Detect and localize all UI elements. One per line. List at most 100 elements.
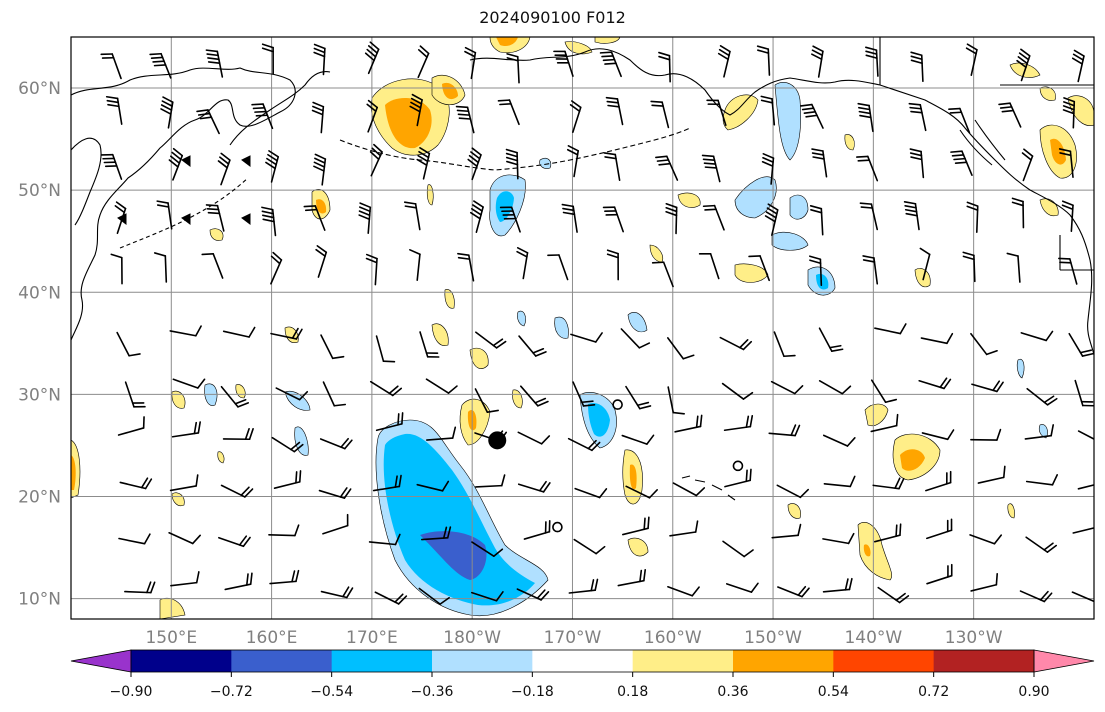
wind-barb (859, 202, 879, 231)
wind-barb (372, 474, 402, 492)
wind-barb (160, 96, 174, 129)
wind-barb (416, 147, 431, 180)
wind-barb (1020, 330, 1054, 342)
wind-barb (773, 331, 796, 358)
storm-marker-open (732, 460, 744, 472)
wind-barb (470, 591, 504, 602)
wind-barb (474, 388, 499, 413)
coast-bc-islands (959, 119, 1006, 166)
wind-barb (170, 571, 200, 587)
colorbar-segment (933, 650, 1035, 672)
wind-barb (818, 327, 844, 352)
wind-barb (706, 99, 727, 127)
wind-barb (375, 335, 396, 363)
wind-barb (971, 380, 1004, 393)
positive-patch-h (864, 403, 889, 427)
wind-barb (168, 147, 184, 181)
wind-barb (261, 43, 274, 75)
wind-barb (606, 249, 619, 281)
positive-patch-r-core (71, 455, 76, 490)
wind-barb (469, 200, 484, 233)
wind-barb (517, 431, 551, 445)
colorbar-label: 0.36 (717, 684, 748, 700)
colorbar-segment (532, 650, 634, 672)
wind-barb (701, 154, 721, 183)
wind-barb-pennant (181, 155, 191, 167)
positive-patch-j (677, 192, 701, 208)
wind-barb (698, 252, 720, 280)
wind-barb (970, 573, 999, 592)
wind-barb (506, 53, 520, 84)
wind-barb (1068, 332, 1094, 357)
wind-barb (303, 205, 326, 231)
wind-barb (822, 434, 856, 447)
wind-barb (617, 568, 647, 587)
colorbar-label: 0.18 (617, 684, 648, 700)
map-title: 2024090100 F012 (479, 8, 626, 27)
wind-barb (505, 148, 519, 180)
positive-patch-f-core (900, 449, 925, 471)
wind-barb (921, 429, 955, 441)
wind-barb (748, 255, 770, 282)
wind-barb (920, 332, 954, 345)
wind-barb (667, 585, 700, 597)
wind-barb (365, 253, 378, 286)
wind-barb (222, 326, 256, 338)
wind-barb (119, 477, 153, 490)
wind-barb (273, 470, 302, 489)
positive-patch-bc-core (1050, 138, 1066, 165)
coast-aleutians (339, 127, 691, 171)
wind-barb (568, 578, 599, 594)
wind-barb (777, 585, 810, 598)
lat-label: 30°N (18, 385, 61, 405)
colorbar-label: −0.18 (511, 684, 554, 700)
negative-patch-n (517, 310, 526, 327)
wind-barb (169, 474, 199, 492)
wind-barb (149, 52, 172, 79)
positive-patch-alaska (722, 94, 759, 131)
positive-patch-g (857, 522, 893, 581)
wind-barb (605, 96, 624, 126)
positive-patch-top-core (496, 37, 518, 47)
wind-barb (417, 45, 430, 79)
wind-barb (124, 381, 146, 408)
wind-barb (268, 524, 300, 537)
gridlines (71, 37, 1094, 619)
wind-barb (497, 99, 520, 126)
wind-barb (873, 523, 902, 543)
wind-barb (419, 331, 440, 358)
wind-barb (725, 582, 759, 593)
wind-barb (717, 45, 731, 78)
wind-barb (311, 101, 325, 134)
wind-barb (374, 591, 408, 605)
wind-barb (818, 380, 852, 395)
wind-barb (196, 109, 220, 135)
wind-barb (464, 46, 477, 80)
wind-barb (117, 416, 145, 436)
wind-barb (375, 412, 404, 432)
wind-barb (368, 533, 401, 546)
wind-barb (222, 427, 254, 441)
wind-barb (719, 336, 753, 351)
lat-label: 10°N (18, 590, 61, 610)
wind-barb (547, 254, 569, 281)
colorbar-segment (632, 650, 734, 672)
lon-label: 160°W (644, 628, 702, 648)
wind-barb (969, 534, 1003, 545)
wind-barb (667, 386, 685, 415)
wind-barb (205, 204, 225, 232)
wind-barb (665, 202, 678, 235)
coast-kamchatka (229, 71, 331, 146)
positive-patch-e (627, 537, 649, 557)
wind-barb (516, 246, 529, 280)
wind-barb (667, 337, 695, 360)
negative-patch-f (627, 311, 648, 333)
wind-barb (574, 487, 608, 499)
lon-label: 140°W (844, 628, 902, 648)
wind-barb (275, 387, 309, 401)
wind-barb (966, 201, 979, 233)
lon-label: 170°E (346, 628, 398, 648)
negative-patch-m (1038, 424, 1048, 439)
latitude-labels: 60°N 50°N 40°N 30°N 20°N 10°N (18, 79, 61, 610)
